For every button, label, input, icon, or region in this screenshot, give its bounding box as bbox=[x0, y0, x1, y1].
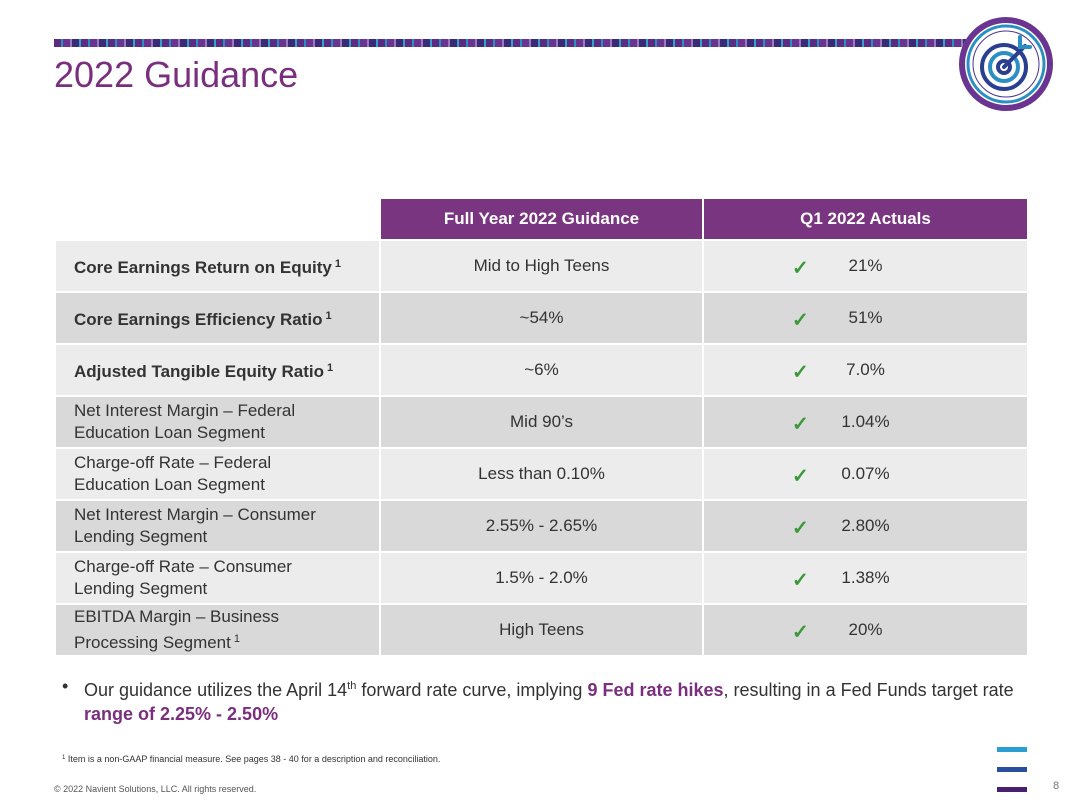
metric-label: Charge-off Rate – Federal bbox=[74, 453, 272, 472]
checkmark-icon: ✓ bbox=[792, 309, 809, 332]
metric-cell: Net Interest Margin – Federal Education L… bbox=[54, 395, 380, 448]
guidance-value: Mid 90’s bbox=[379, 395, 703, 448]
guidance-note-text: Our guidance utilizes the April 14th for… bbox=[84, 674, 1022, 726]
guidance-value: 1.5% - 2.0% bbox=[379, 551, 703, 604]
footnote-ref: 1 bbox=[325, 310, 332, 322]
checkmark-icon: ✓ bbox=[792, 361, 809, 384]
actual-value: 0.07% bbox=[841, 464, 890, 483]
actual-value: 1.04% bbox=[841, 412, 890, 431]
metric-label: Net Interest Margin – Federal bbox=[74, 401, 296, 420]
metric-label-line2: Lending Segment bbox=[74, 579, 208, 598]
actual-cell: ✓ 1.04% bbox=[702, 395, 1027, 448]
metric-label-line2: Processing Segment bbox=[74, 633, 231, 652]
footnote-ref: 1 bbox=[233, 633, 240, 645]
checkmark-icon: ✓ bbox=[792, 257, 809, 280]
footnote-ref: 1 bbox=[334, 258, 341, 270]
note-part2: forward rate curve, implying bbox=[356, 680, 588, 700]
actual-cell: ✓ 1.38% bbox=[702, 551, 1027, 604]
actual-value: 21% bbox=[848, 256, 883, 275]
guidance-value: Less than 0.10% bbox=[379, 447, 703, 500]
note-part3: , resulting in a Fed Funds target rate bbox=[723, 680, 1014, 700]
menu-bars-icon bbox=[997, 747, 1027, 793]
page-title: 2022 Guidance bbox=[54, 54, 299, 95]
metric-label: EBITDA Margin – Business bbox=[74, 607, 280, 626]
actual-cell: ✓ 2.80% bbox=[702, 499, 1027, 552]
footnote: 1 Item is a non-GAAP financial measure. … bbox=[62, 754, 440, 764]
guidance-value: High Teens bbox=[379, 603, 703, 655]
target-icon bbox=[959, 17, 1053, 111]
copyright: © 2022 Navient Solutions, LLC. All right… bbox=[54, 784, 257, 794]
actual-cell: ✓ 20% bbox=[702, 603, 1027, 655]
guidance-value: 2.55% - 2.65% bbox=[379, 499, 703, 552]
actual-cell: ✓ 0.07% bbox=[702, 447, 1027, 500]
guidance-value: ~54% bbox=[379, 291, 703, 344]
guidance-table: Full Year 2022 Guidance Q1 2022 Actuals … bbox=[54, 199, 1027, 655]
top-accent-bar bbox=[54, 39, 974, 47]
metric-label-line2: Lending Segment bbox=[74, 527, 208, 546]
actual-value: 51% bbox=[848, 308, 883, 327]
footnote-marker: 1 bbox=[62, 755, 66, 761]
actual-cell: ✓ 21% bbox=[702, 239, 1027, 292]
metric-cell: EBITDA Margin – Business Processing Segme… bbox=[54, 603, 380, 655]
checkmark-icon: ✓ bbox=[792, 621, 809, 644]
guidance-note: • Our guidance utilizes the April 14th f… bbox=[62, 674, 1022, 726]
actual-value: 7.0% bbox=[846, 360, 885, 379]
metric-label: Core Earnings Efficiency Ratio bbox=[74, 310, 323, 329]
actual-value: 2.80% bbox=[841, 516, 890, 535]
metric-cell: Charge-off Rate – Federal Education Loan … bbox=[54, 447, 380, 500]
table-row: Charge-off Rate – Consumer Lending Segmen… bbox=[54, 551, 1027, 604]
metric-cell: Charge-off Rate – Consumer Lending Segmen… bbox=[54, 551, 380, 604]
footnote-ref: 1 bbox=[326, 362, 334, 374]
metric-label: Net Interest Margin – Consumer bbox=[74, 505, 316, 524]
metric-cell: Adjusted Tangible Equity Ratio 1 bbox=[54, 343, 380, 396]
page-number: 8 bbox=[1053, 780, 1060, 792]
header-q1-actuals: Q1 2022 Actuals bbox=[702, 199, 1027, 240]
footnote-text: Item is a non-GAAP financial measure. Se… bbox=[65, 754, 441, 764]
header-blank-cell bbox=[55, 199, 380, 240]
actual-cell: ✓ 51% bbox=[702, 291, 1027, 344]
checkmark-icon: ✓ bbox=[792, 517, 809, 540]
guidance-value: ~6% bbox=[379, 343, 703, 396]
table-header-row: Full Year 2022 Guidance Q1 2022 Actuals bbox=[55, 199, 1027, 240]
metric-cell: Net Interest Margin – Consumer Lending Se… bbox=[54, 499, 380, 552]
table-row: EBITDA Margin – Business Processing Segme… bbox=[54, 603, 1027, 655]
metric-cell: Core Earnings Return on Equity 1 bbox=[54, 239, 380, 292]
guidance-value: Mid to High Teens bbox=[379, 239, 703, 292]
note-highlight-hikes: 9 Fed rate hikes bbox=[587, 680, 724, 700]
checkmark-icon: ✓ bbox=[792, 413, 809, 436]
table-row: Charge-off Rate – Federal Education Loan … bbox=[54, 447, 1027, 500]
table-row: Adjusted Tangible Equity Ratio 1 ~6% ✓ 7.0% bbox=[54, 343, 1027, 396]
metric-label: Adjusted Tangible Equity Ratio bbox=[74, 362, 324, 381]
metric-label-line2: Education Loan Segment bbox=[74, 423, 265, 442]
actual-value: 20% bbox=[848, 620, 883, 639]
actual-cell: ✓ 7.0% bbox=[702, 343, 1027, 396]
header-full-year-guidance: Full Year 2022 Guidance bbox=[379, 199, 703, 240]
note-highlight-range: range of 2.25% - 2.50% bbox=[84, 704, 279, 724]
table-row: Core Earnings Return on Equity 1 Mid to Hi… bbox=[54, 239, 1027, 292]
note-part1: Our guidance utilizes the April 14 bbox=[84, 680, 348, 700]
note-sup: th bbox=[347, 680, 357, 692]
table-row: Net Interest Margin – Federal Education L… bbox=[54, 395, 1027, 448]
table-row: Net Interest Margin – Consumer Lending Se… bbox=[54, 499, 1027, 552]
metric-cell: Core Earnings Efficiency Ratio 1 bbox=[54, 291, 380, 344]
checkmark-icon: ✓ bbox=[792, 569, 809, 592]
table-row: Core Earnings Efficiency Ratio 1 ~54% ✓ 51% bbox=[54, 291, 1027, 344]
bullet-marker: • bbox=[62, 676, 69, 696]
actual-value: 1.38% bbox=[841, 568, 890, 587]
metric-label: Core Earnings Return on Equity bbox=[74, 258, 332, 277]
checkmark-icon: ✓ bbox=[792, 465, 809, 488]
metric-label-line2: Education Loan Segment bbox=[74, 475, 265, 494]
metric-label: Charge-off Rate – Consumer bbox=[74, 557, 292, 576]
